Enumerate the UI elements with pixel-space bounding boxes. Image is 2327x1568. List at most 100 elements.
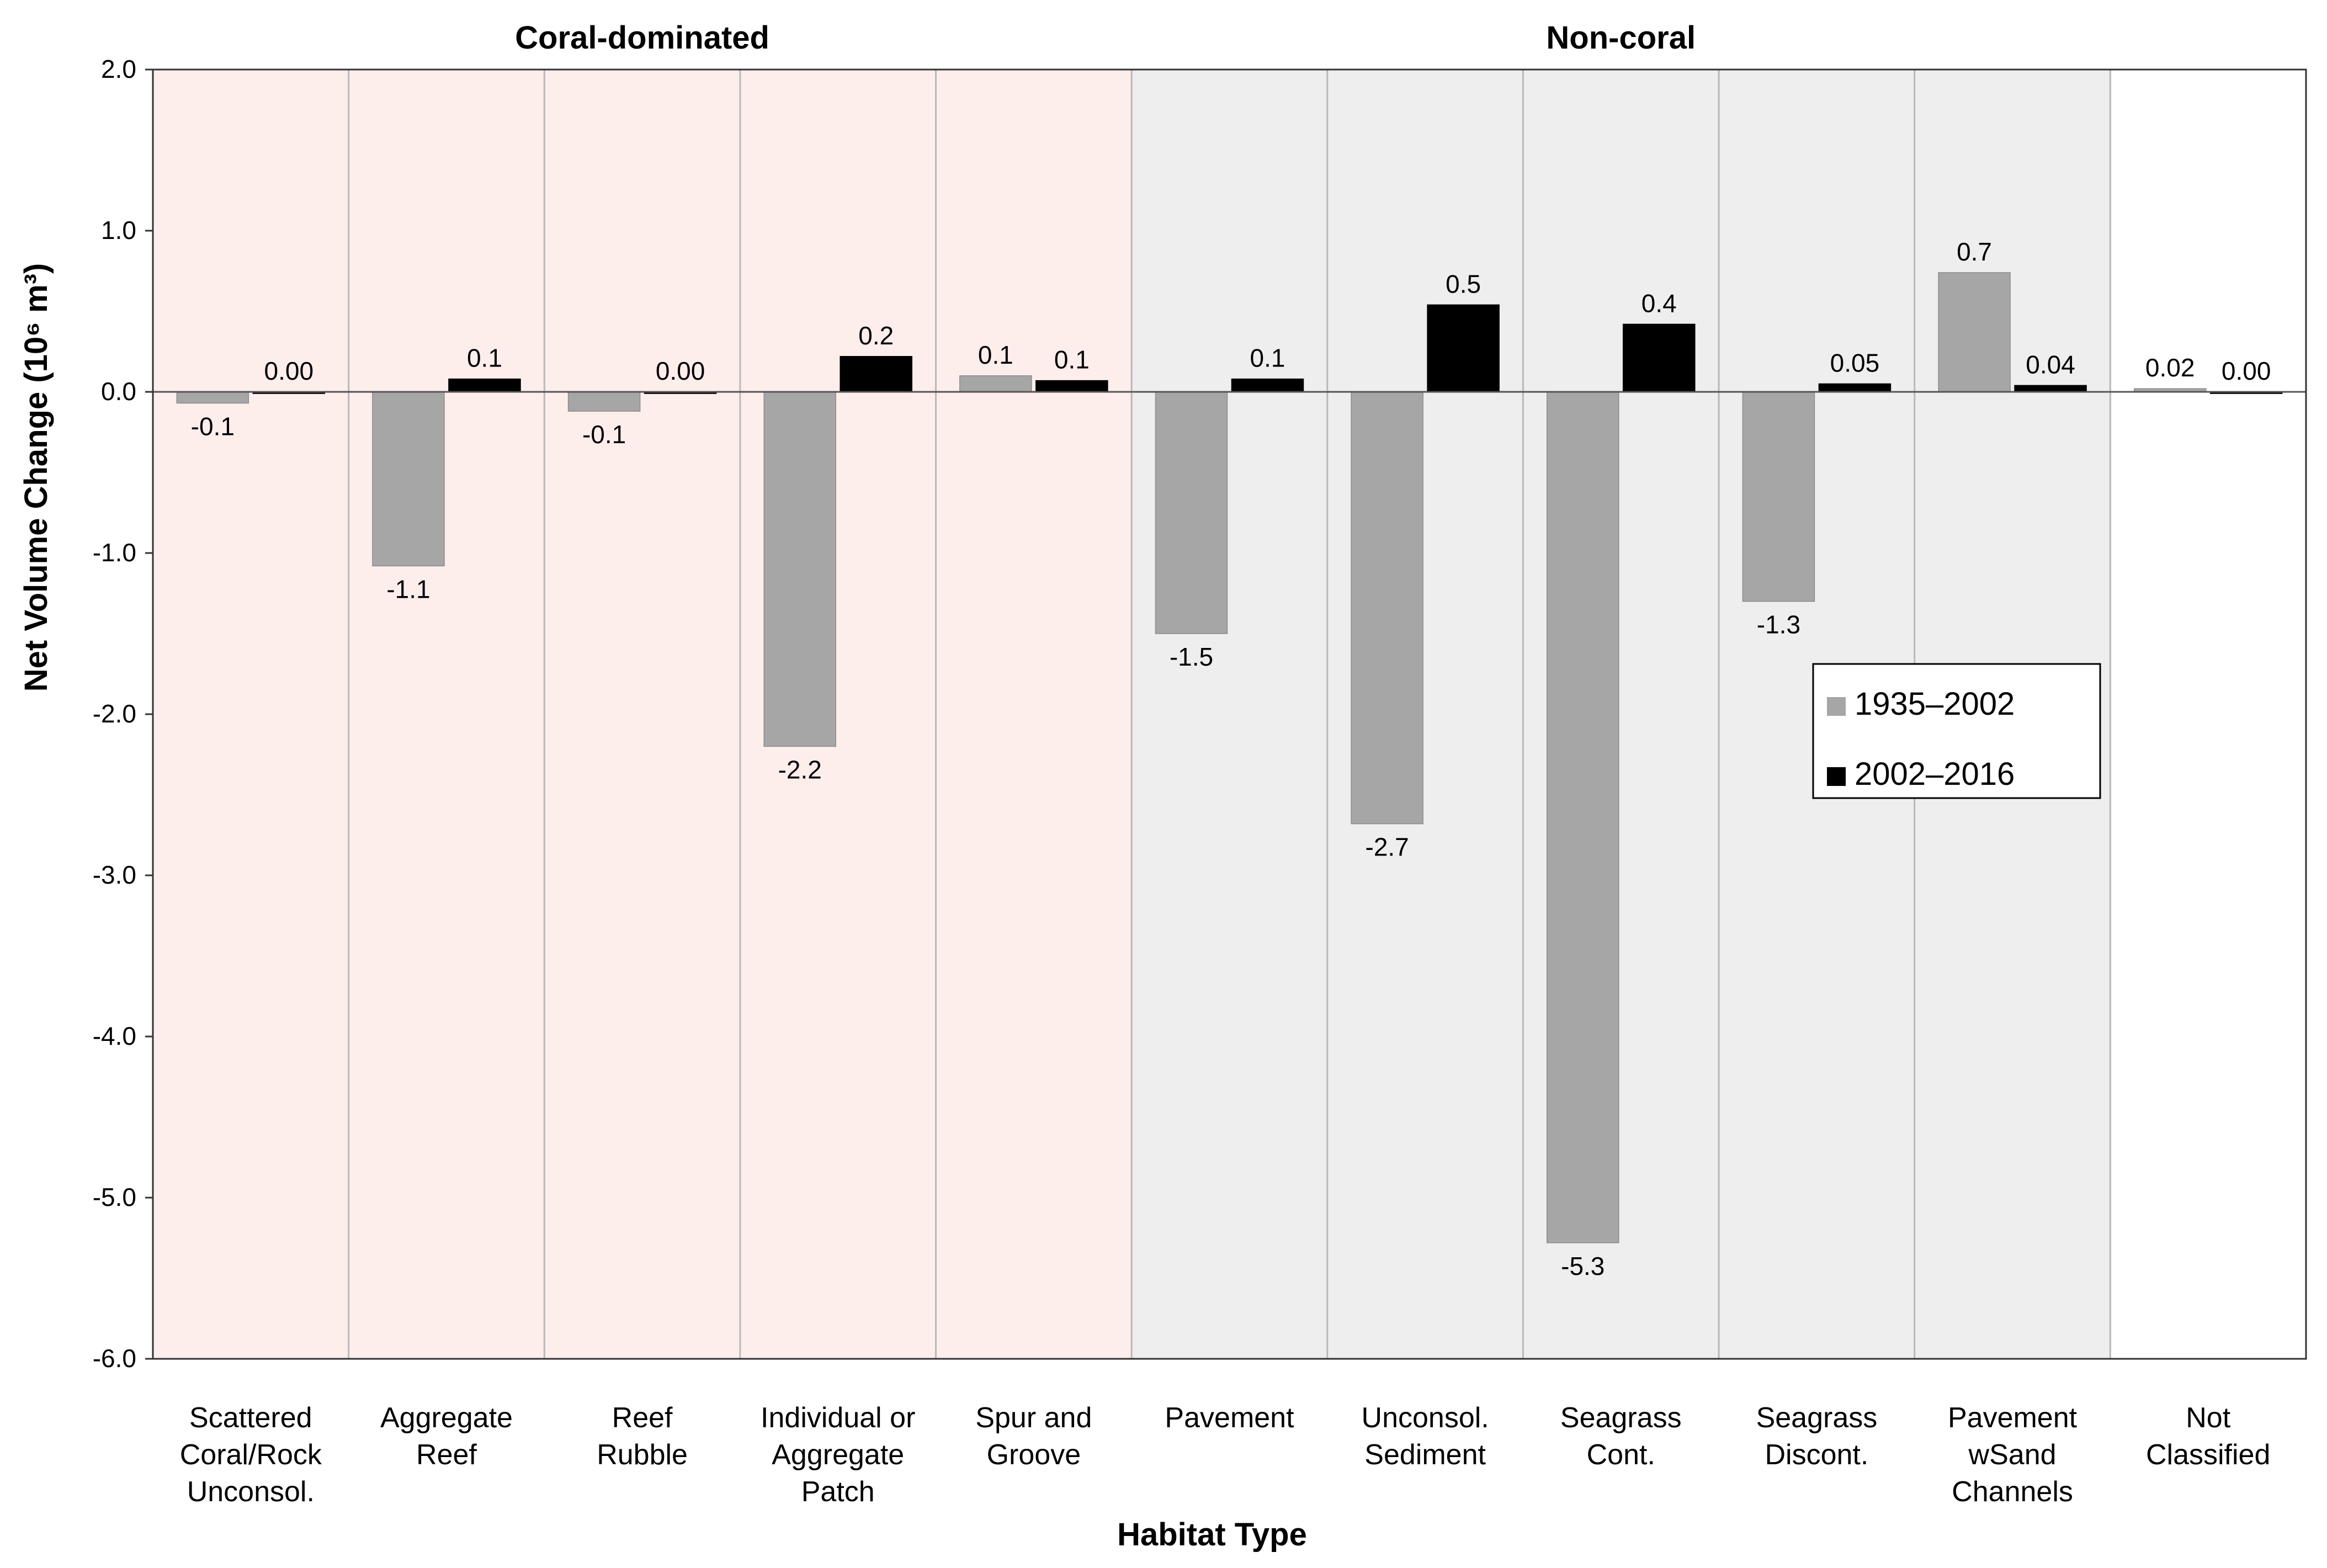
x-tick-label-line: Unconsol. (1362, 1402, 1489, 1434)
y-tick-label: -2.0 (93, 699, 136, 728)
data-label: -0.1 (582, 420, 626, 449)
data-label: 0.2 (858, 321, 894, 350)
x-tick-label-line: Individual or (761, 1402, 915, 1434)
bar-series2 (1035, 380, 1108, 392)
x-tick-label-line: Groove (987, 1439, 1081, 1471)
data-label: -0.1 (191, 412, 235, 440)
x-tick-label-line: Patch (801, 1476, 875, 1508)
bar-series1 (1742, 391, 1815, 602)
data-label: 0.4 (1641, 289, 1677, 317)
x-tick-label-line: Pavement (1165, 1402, 1294, 1434)
x-tick-label-line: Pavement (1948, 1402, 2078, 1434)
legend: 1935–2002 2002–2016 (1812, 663, 2101, 799)
data-label: 0.00 (656, 357, 705, 385)
y-tick-label: -5.0 (93, 1183, 136, 1211)
bar-series1 (1351, 391, 1423, 825)
legend-label: 1935–2002 (1855, 686, 2015, 722)
bar-series1 (372, 391, 445, 567)
bar-series1 (959, 375, 1032, 392)
x-tick-label-line: wSand (1968, 1439, 2057, 1471)
x-tick-label-line: Spur and (975, 1402, 1092, 1434)
bar-series2 (2014, 385, 2087, 392)
y-tick-label: 0.0 (101, 377, 136, 406)
x-axis-title: Habitat Type (1117, 1517, 1307, 1553)
data-label: 0.1 (467, 344, 502, 373)
data-label: -1.5 (1170, 642, 1213, 671)
x-tick-label-line: Coral/Rock (180, 1439, 322, 1471)
data-label: 0.1 (1054, 346, 1090, 374)
legend-swatch (1827, 697, 1846, 716)
bar-series1 (1938, 272, 2011, 392)
group-title-1: Non-coral (1546, 20, 1696, 56)
bar-series1 (1547, 391, 1619, 1243)
legend-label: 2002–2016 (1855, 756, 2015, 792)
group-background-0 (153, 70, 1132, 1359)
bar-series1 (763, 391, 836, 747)
bar-series2 (1427, 304, 1500, 392)
x-tick-label-line: Unconsol. (187, 1476, 315, 1508)
data-label: 0.7 (1957, 237, 1992, 266)
data-label: 0.02 (2145, 353, 2195, 382)
x-tick-label: Pavement wSand Channels (1948, 1402, 2078, 1508)
x-tick-label-line: Channels (1952, 1476, 2073, 1508)
x-tick-label-line: Seagrass (1560, 1402, 1682, 1434)
x-tick-label: Scattered Coral/Rock Unconsol. (180, 1402, 322, 1508)
data-label: 0.05 (1830, 348, 1880, 377)
x-tick-label: Unconsol. Sediment (1362, 1402, 1489, 1471)
y-tick-label: 2.0 (101, 55, 136, 83)
x-tick-label-line: Cont. (1587, 1439, 1655, 1471)
bar-series2 (1231, 378, 1304, 392)
data-label: -5.3 (1561, 1252, 1605, 1280)
x-tick-label: Individual or Aggregate Patch (761, 1402, 915, 1508)
x-tick-label-line: Sediment (1364, 1439, 1486, 1471)
y-axis-title: Net Volume Change (10⁶ m³) (18, 263, 54, 692)
x-tick-label-line: Classified (2146, 1439, 2270, 1471)
x-tick-label-line: Reef (416, 1439, 477, 1471)
x-tick-label: Seagrass Cont. (1560, 1402, 1682, 1471)
x-tick-label-line: Reef (612, 1402, 673, 1434)
bar-series2 (448, 378, 521, 392)
bars (176, 272, 2283, 1243)
x-tick-label-line: Rubble (597, 1439, 688, 1471)
data-label: -1.1 (386, 575, 430, 603)
legend-box (1812, 663, 2101, 799)
bar-series2 (1623, 323, 1696, 392)
data-label: -2.2 (778, 755, 822, 784)
y-axis: 2.0 1.0 0.0 -1.0 -2.0 -3.0 -4.0 -5.0 -6.0 (93, 55, 153, 1373)
data-label: 0.5 (1446, 269, 1481, 298)
x-tick-label-line: Aggregate (772, 1439, 904, 1471)
data-label: -2.7 (1366, 833, 1409, 862)
x-tick-label: Reef Rubble (597, 1402, 688, 1471)
x-tick-label-line: Not (2186, 1402, 2230, 1434)
x-tick-label: Seagrass Discont. (1756, 1402, 1878, 1471)
x-tick-label-line: Seagrass (1756, 1402, 1878, 1434)
data-label: 0.1 (978, 341, 1013, 369)
x-tick-label-line: Aggregate (380, 1402, 513, 1434)
x-tick-label: Aggregate Reef (380, 1402, 513, 1471)
category-separators (348, 70, 2111, 1359)
x-tick-label-line: Scattered (189, 1402, 312, 1434)
y-tick-label: -4.0 (93, 1022, 136, 1050)
group-title-0: Coral-dominated (515, 20, 769, 56)
bar-series1 (176, 391, 249, 404)
y-tick-label: -1.0 (93, 538, 136, 567)
y-tick-label: 1.0 (101, 216, 136, 244)
x-axis: Scattered Coral/Rock Unconsol. Aggregate Ree… (180, 1402, 2271, 1508)
data-label: 0.1 (1250, 344, 1285, 373)
data-label: 0.04 (2026, 350, 2075, 379)
data-label: 0.00 (264, 357, 314, 385)
y-tick-label: -3.0 (93, 860, 136, 889)
x-tick-label-line: Discont. (1765, 1439, 1868, 1471)
bar-series1 (567, 391, 641, 412)
x-tick-label: Not Classified (2146, 1402, 2270, 1471)
bar-series1 (1155, 391, 1228, 634)
bar-series2 (840, 356, 912, 392)
data-labels: -0.1 -1.1 -0.1 -2.2 0.1 -1.5 -2.7 -5.3 -1.3 0.7 0.… (191, 237, 2271, 1280)
x-tick-label: Pavement (1165, 1402, 1294, 1434)
data-label: 0.00 (2222, 357, 2271, 385)
data-label: -1.3 (1757, 610, 1800, 639)
bar-series2 (1818, 383, 1892, 392)
group-titles: Coral-dominated Non-coral (515, 20, 1696, 56)
